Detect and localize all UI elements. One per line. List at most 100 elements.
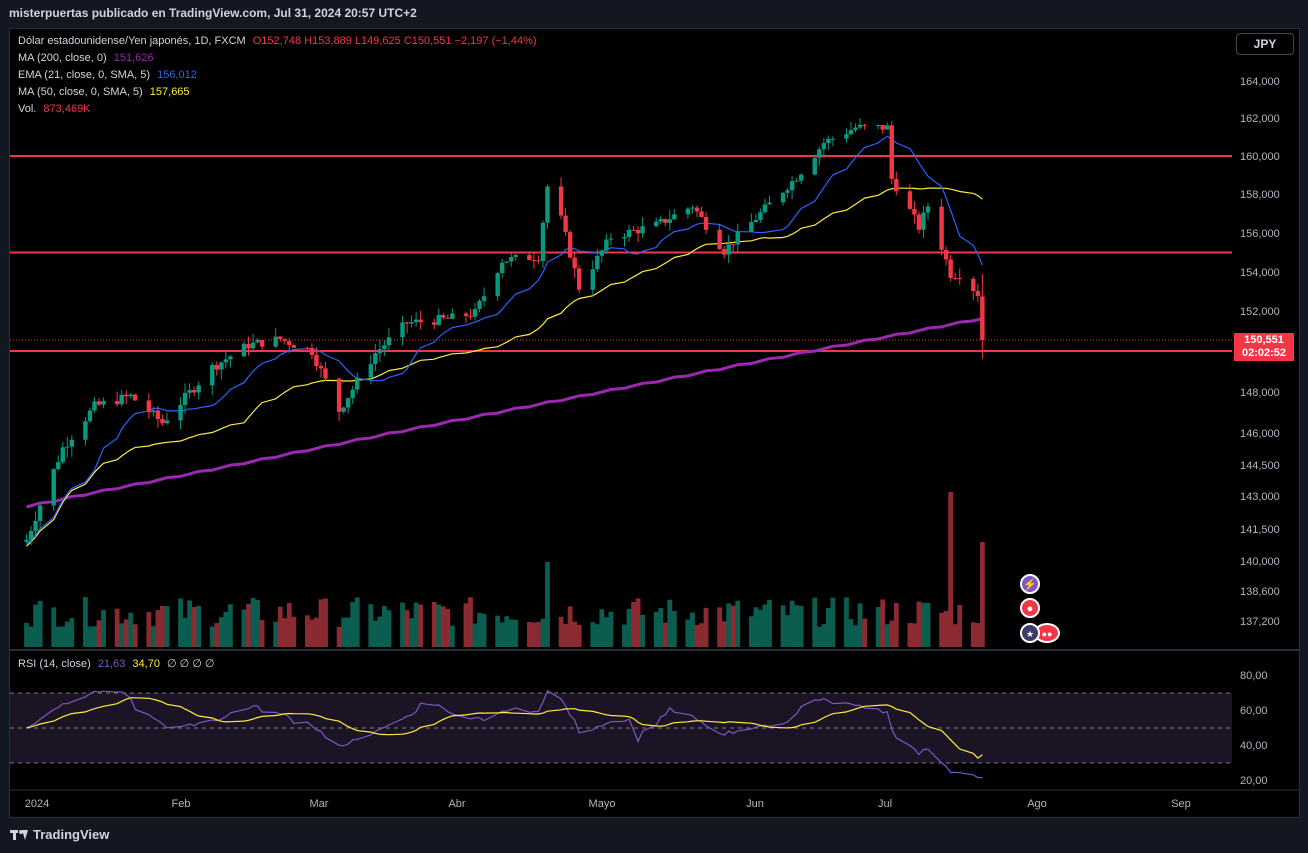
candle-body: [164, 420, 170, 424]
legend-volume[interactable]: Vol. 873,469K: [18, 103, 95, 115]
volume-bar: [721, 621, 727, 647]
candle-body: [96, 401, 102, 405]
publisher-line: misterpuertas publicado en TradingView.c…: [9, 6, 417, 20]
volume-bar: [436, 604, 442, 647]
candle-body: [214, 364, 219, 370]
x-tick-label: Jun: [746, 798, 764, 810]
volume-bar: [277, 606, 283, 647]
x-tick-label: Sep: [1171, 798, 1191, 810]
candle-body: [826, 138, 831, 144]
volume-bar: [160, 605, 165, 647]
x-tick-label: Mar: [310, 798, 329, 810]
volume-bar: [150, 626, 156, 647]
candle-body: [794, 180, 799, 182]
volume-bar: [24, 622, 29, 647]
volume-bar: [214, 623, 220, 647]
volume-bar: [735, 600, 741, 647]
volume-bar: [164, 606, 170, 647]
currency-button[interactable]: JPY: [1236, 33, 1294, 55]
volume-bar: [762, 604, 768, 647]
volume-bar: [495, 615, 501, 647]
candle-body: [373, 353, 378, 365]
candle-body: [355, 377, 360, 390]
y-tick-label: 144,500: [1240, 460, 1280, 472]
candle-body: [957, 277, 962, 279]
lightning-event-icon[interactable]: ⚡: [1020, 574, 1040, 594]
volume-bar: [227, 604, 233, 647]
candle-body: [690, 207, 695, 209]
candle-body: [160, 418, 165, 424]
ma50-label: MA (50, close, 0, SMA, 5): [18, 86, 143, 98]
candle-body: [210, 364, 215, 386]
candle-body: [767, 202, 772, 205]
candle-body: [658, 218, 663, 222]
candle-body: [971, 278, 976, 292]
volume-bar: [816, 626, 822, 647]
candle-body: [246, 343, 251, 349]
volume-bar: [418, 604, 424, 647]
volume-bar: [753, 607, 759, 647]
volume-bar: [875, 607, 881, 647]
volume-bar: [273, 621, 279, 647]
y-tick-label: 156,000: [1240, 228, 1280, 240]
candle-body: [694, 207, 700, 212]
ma50-value: 157,665: [149, 86, 190, 98]
volume-bar: [853, 625, 858, 647]
ohlc-values: O152,748 H153,889 L149,625 C150,551 −2,1…: [252, 35, 537, 47]
candle-body: [495, 273, 500, 297]
rsi-extra: ∅ ∅ ∅ ∅: [167, 658, 215, 670]
volume-bar: [132, 624, 138, 647]
us-flag-event-icon[interactable]: ★: [1020, 623, 1040, 643]
volume-bar: [572, 621, 578, 647]
volume-bar: [504, 616, 510, 647]
legend-ma200[interactable]: MA (200, close, 0) 151,626: [18, 52, 157, 64]
symbol-name[interactable]: Dólar estadounidense/Yen japonés, 1D, FX…: [18, 35, 246, 47]
volume-bar: [55, 626, 61, 647]
candle-body: [527, 254, 532, 261]
volume-bar: [857, 603, 863, 647]
candle-body: [721, 248, 727, 255]
volume-bar: [925, 602, 931, 647]
legend-rsi[interactable]: RSI (14, close) 21,63 34,70 ∅ ∅ ∅ ∅: [18, 657, 219, 670]
candle-body: [472, 308, 478, 317]
candle-body: [468, 316, 473, 318]
volume-bar: [979, 542, 985, 647]
candle-body: [626, 229, 632, 238]
y-tick-label: 138,600: [1240, 586, 1280, 598]
volume-bar: [341, 617, 347, 647]
volume-bar: [785, 615, 790, 647]
volume-bar: [658, 608, 664, 647]
candle-body: [219, 362, 224, 370]
volume-bar: [182, 617, 188, 647]
chart-frame: [9, 28, 1300, 818]
volume-bar: [413, 602, 419, 647]
volume-bar: [255, 600, 260, 647]
candle-body: [672, 214, 677, 220]
volume-bar: [463, 603, 469, 647]
candle-body: [939, 206, 944, 250]
volume-bar: [608, 611, 614, 647]
candle-body: [857, 124, 863, 128]
volume-bar: [250, 597, 256, 647]
legend-ma50[interactable]: MA (50, close, 0, SMA, 5) 157,665: [18, 86, 194, 98]
rsi-line: [26, 689, 983, 779]
volume-bar: [499, 622, 505, 647]
y-tick-label: 146,000: [1240, 428, 1280, 440]
earnings-event-icon[interactable]: ●: [1020, 598, 1040, 618]
candle-body: [608, 238, 614, 240]
candle-body: [241, 343, 247, 357]
candle-body: [599, 250, 605, 256]
volume-bar: [939, 612, 944, 647]
candle-body: [595, 255, 600, 270]
candle-body: [726, 244, 731, 255]
volume-bar: [472, 623, 478, 647]
candle-body: [875, 125, 881, 127]
tradingview-footer[interactable]: TradingView: [10, 827, 109, 842]
candle-body: [907, 191, 913, 209]
candle-body: [853, 127, 858, 131]
legend-ema21[interactable]: EMA (21, close, 0, SMA, 5) 156,012: [18, 69, 201, 81]
candle-body: [758, 212, 763, 220]
volume-bar: [282, 618, 288, 647]
candle-body: [622, 237, 627, 239]
